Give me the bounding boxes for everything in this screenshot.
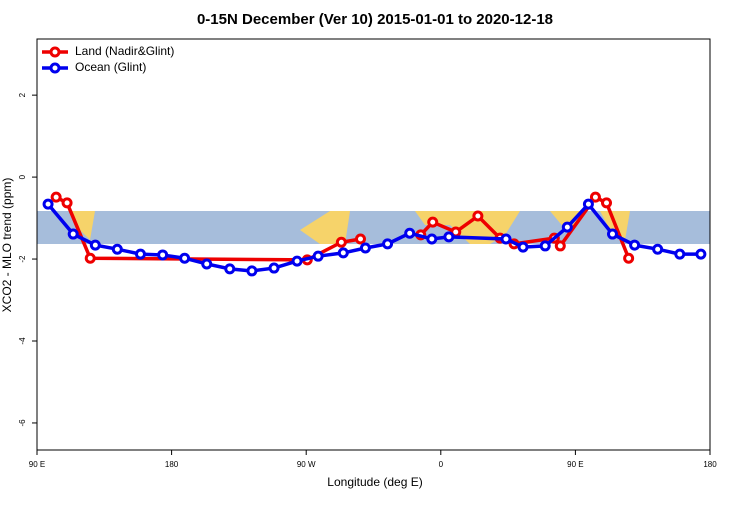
data-point [674,248,686,260]
data-point [426,233,438,245]
plot-frame [36,38,711,451]
data-point [472,210,484,222]
y-tick-label: 2 [18,92,27,97]
data-point [443,231,455,243]
data-point [111,243,123,255]
data-point [84,252,96,264]
data-point [201,258,213,270]
data-point [500,233,512,245]
data-point [335,236,347,248]
x-tick-label: 90 E [567,460,583,469]
data-point [359,242,371,254]
data-point [652,243,664,255]
data-point [50,191,62,203]
data-point [561,221,573,233]
y-tick-label: 0 [18,174,27,179]
y-tick-label: -6 [18,419,27,427]
data-point [89,239,101,251]
x-tick-label: 180 [703,460,717,469]
data-point [517,241,529,253]
chart-title: 0-15N December (Ver 10) 2015-01-01 to 20… [197,11,553,28]
data-point [224,263,236,275]
data-point [404,227,416,239]
data-point [157,249,169,261]
x-tick-label: 180 [165,460,179,469]
data-point [179,252,191,264]
legend-label: Ocean (Glint) [75,60,146,74]
data-point [606,228,618,240]
data-point [427,216,439,228]
data-point [539,240,551,252]
data-point [382,238,394,250]
x-tick-label: 90 W [297,460,316,469]
x-axis-label: Longitude (deg E) [327,475,422,489]
data-point [291,255,303,267]
data-point [312,250,324,262]
data-point [589,191,601,203]
data-point [268,262,280,274]
data-point [582,198,594,210]
y-tick-label: -4 [18,337,27,345]
data-point [601,197,613,209]
data-point [42,198,54,210]
data-point [337,247,349,259]
data-point [623,252,635,264]
data-point [354,233,366,245]
data-point [67,228,79,240]
y-tick-label: -2 [18,255,27,263]
x-tick-label: 0 [439,460,444,469]
data-point [61,197,73,209]
x-tick-label: 90 E [29,460,45,469]
data-point [629,239,641,251]
legend-marker [49,62,61,74]
legend-marker [49,46,61,58]
data-point [695,248,707,260]
data-point [554,240,566,252]
data-point [134,248,146,260]
data-point [246,265,258,277]
y-axis-label: XCO2 - MLO trend (ppm) [0,178,14,313]
legend-label: Land (Nadir&Glint) [75,44,174,58]
